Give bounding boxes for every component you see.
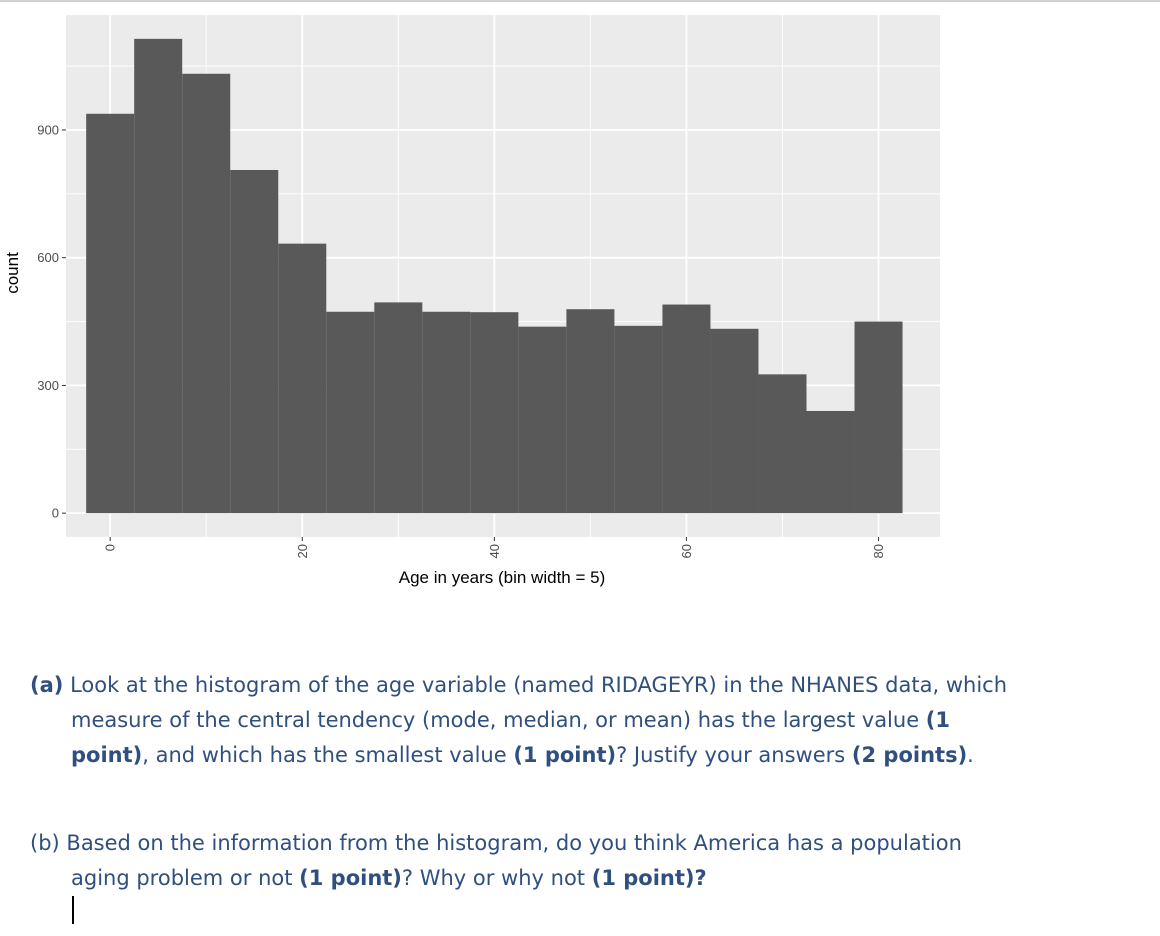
histogram-bar: [230, 169, 279, 514]
histogram-bar: [566, 309, 615, 514]
top-border-line: [0, 0, 1160, 2]
y-tick-label: 600: [37, 250, 59, 265]
histogram-bar: [422, 311, 471, 514]
histogram-bar: [806, 410, 855, 514]
question-b: (b) Based on the information from the hi…: [30, 826, 1030, 896]
x-axis: 0 20 40 60 80: [103, 537, 886, 558]
histogram-bar: [710, 328, 759, 514]
x-tick-label: 60: [679, 544, 694, 558]
histogram-bars: [86, 38, 903, 514]
question-a-line-3: point), and which has the smallest value…: [71, 743, 974, 767]
histogram-bar: [758, 374, 807, 514]
x-tick-label: 80: [871, 544, 886, 558]
histogram-bar: [374, 302, 423, 514]
histogram-bar: [614, 325, 663, 514]
histogram-bar: [518, 326, 567, 514]
question-b-label: (b): [30, 831, 60, 855]
histogram-bar: [470, 312, 519, 514]
text-cursor[interactable]: [72, 896, 74, 924]
y-axis-title: count: [3, 252, 22, 294]
question-b-line-2: aging problem or not (1 point)? Why or w…: [71, 866, 707, 890]
histogram-bar: [86, 113, 135, 514]
histogram-bar: [854, 321, 903, 514]
x-axis-title: Age in years (bin width = 5): [399, 568, 605, 587]
histogram-bar: [182, 73, 231, 514]
question-b-line-1: (b) Based on the information from the hi…: [30, 831, 962, 855]
question-a-label: (a): [30, 673, 64, 697]
histogram-bar: [662, 304, 711, 514]
histogram-bar: [134, 38, 183, 514]
question-a-line-2: measure of the central tendency (mode, m…: [71, 708, 951, 732]
y-tick-label: 0: [52, 506, 59, 521]
x-tick-label: 0: [103, 544, 118, 551]
question-a: (a) Look at the histogram of the age var…: [30, 668, 1030, 773]
y-tick-label: 300: [37, 378, 59, 393]
x-tick-label: 40: [487, 544, 502, 558]
histogram-bar: [278, 243, 327, 514]
y-tick-label: 900: [37, 122, 59, 137]
x-tick-label: 20: [295, 544, 310, 558]
histogram-bar: [326, 311, 375, 514]
y-axis: 0 300 600 900: [37, 122, 66, 521]
histogram-chart: 0 300 600 900 0 20 40 60 80 Age in years (bin w…: [3, 15, 940, 587]
question-a-line-1: (a) Look at the histogram of the age var…: [30, 673, 1008, 697]
